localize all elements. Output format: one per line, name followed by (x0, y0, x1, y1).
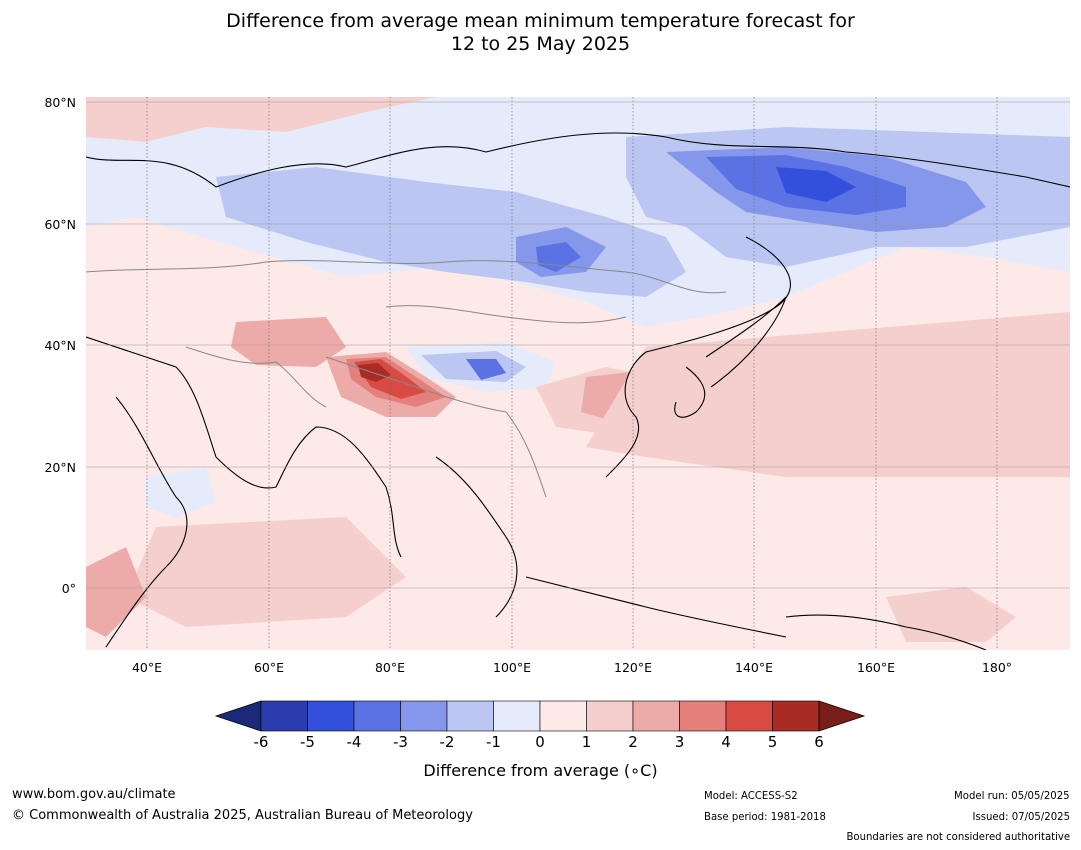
colorbar-cell (679, 700, 727, 732)
footer-model-run: Model run: 05/05/2025 (954, 789, 1070, 802)
lon-label-60e: 60°E (253, 660, 285, 675)
lat-label-80n: 80°N (44, 95, 76, 110)
title-line-2: 12 to 25 May 2025 (450, 33, 631, 55)
meridians (146, 97, 998, 650)
anomaly-region-arctic-warm (86, 97, 436, 142)
colorbar-tick-label: 2 (628, 733, 638, 751)
colorbar-tick-label: 1 (581, 733, 592, 751)
colorbar-cells (214, 700, 866, 732)
korea-coast (674, 366, 706, 418)
colorbar-tick-label: -3 (393, 733, 408, 751)
lat-label-60n: 60°N (44, 217, 76, 232)
colorbar-cell (539, 700, 587, 732)
colorbar-cell (353, 700, 401, 732)
lon-label-180: 180° (981, 660, 1013, 675)
coastlines (86, 132, 1070, 650)
colorbar-label: Difference from average (∘C) (423, 761, 658, 780)
anomaly-region-minus5-east (776, 167, 856, 202)
colorbar-cell (260, 700, 308, 732)
africa-coast (105, 396, 188, 648)
arctic-coast (86, 132, 1070, 188)
new-guinea-coast (785, 614, 987, 650)
colorbar-tick-label: -5 (300, 733, 315, 751)
anomaly-region-central-asia-warm (231, 317, 346, 367)
colorbar-tick-label: -6 (253, 733, 269, 751)
lon-label-80e: 80°E (374, 660, 406, 675)
colorbar-tick-label: -4 (346, 733, 362, 751)
anomaly-region-africa-warm (86, 547, 146, 637)
colorbar-cell (586, 700, 634, 732)
lon-label-160e: 160°E (856, 660, 896, 675)
footer-base-period: Base period: 1981-2018 (704, 810, 826, 823)
lon-label-120e: 120°E (613, 660, 653, 675)
colorbar-cell (632, 700, 680, 732)
anomaly-region-indian-ocean-warm (126, 517, 406, 627)
colorbar-tick-label: 5 (767, 733, 778, 751)
lon-label-100e: 100°E (492, 660, 532, 675)
east-asia-coast (605, 236, 791, 478)
colorbar (214, 700, 866, 732)
lat-label-0: 0° (61, 581, 76, 596)
south-asia-coast (86, 336, 402, 558)
footer-disclaimer: Boundaries are not considered authoritat… (846, 830, 1070, 843)
colorbar-tick-label: -1 (486, 733, 501, 751)
anomaly-region-himalaya-warm-4 (358, 363, 391, 382)
colorbar-tick-label: 3 (674, 733, 685, 751)
footer-issued: Issued: 07/05/2025 (972, 810, 1070, 823)
colorbar-cell (307, 700, 355, 732)
anomaly-region-tibet-cool-3 (466, 359, 506, 380)
se-asia-coast (435, 456, 518, 618)
anomaly-region-africa-cool (146, 467, 216, 517)
japan-coast (705, 296, 787, 388)
anomaly-region-png-warm (886, 587, 1016, 642)
colorbar-tick-label: 6 (814, 733, 824, 751)
anomaly-region-pacific-warm (586, 312, 1070, 477)
lon-label-140e: 140°E (734, 660, 774, 675)
colorbar-extend-low (214, 700, 262, 732)
title-line-1: Difference from average mean minimum tem… (226, 10, 855, 32)
map-title: Difference from average mean minimum tem… (0, 10, 1081, 56)
mongolia-border (385, 305, 627, 324)
map-svg (86, 97, 1070, 650)
footer-model: Model: ACCESS-S2 (704, 789, 798, 802)
russia-border (86, 260, 727, 294)
footer-copyright: © Commonwealth of Australia 2025, Austra… (12, 808, 473, 823)
colorbar-tick-label: 4 (721, 733, 731, 751)
parallels (86, 101, 1070, 589)
colorbar-extend-high (818, 700, 866, 732)
central-asia-border (185, 346, 327, 408)
colorbar-tick-label: 0 (535, 733, 545, 751)
lat-label-40n: 40°N (44, 338, 76, 353)
himalaya-border (325, 356, 507, 413)
lat-label-20n: 20°N (44, 460, 76, 475)
indonesia-coast (525, 576, 787, 638)
colorbar-cell (725, 700, 773, 732)
colorbar-cell (400, 700, 448, 732)
lon-label-40e: 40°E (131, 660, 163, 675)
colorbar-cell (446, 700, 494, 732)
colorbar-cell (772, 700, 820, 732)
colorbar-cell (493, 700, 541, 732)
colorbar-tick-label: -2 (439, 733, 455, 751)
temperature-anomaly-map (86, 97, 1070, 650)
footer-url[interactable]: www.bom.gov.au/climate (12, 787, 176, 802)
